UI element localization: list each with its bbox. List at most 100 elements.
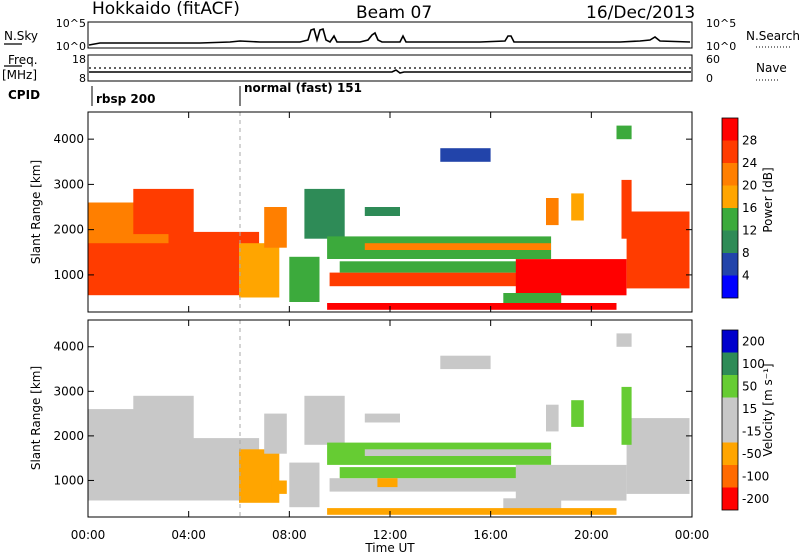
velocity-colorbar-level-6: 100 — [742, 357, 765, 371]
nsearch-tick-top: 10^5 — [706, 17, 736, 30]
velocity-region-15 — [571, 400, 584, 427]
nsky-trace — [88, 27, 691, 46]
power-region-16 — [364, 207, 400, 216]
velocity-panel: 1000 2000 3000 4000 Slant Range [km] — [29, 319, 693, 518]
freq-tick-top: 18 — [72, 53, 86, 66]
nsky-label: N.Sky — [4, 29, 38, 43]
velocity-colorbar-level-2: -50 — [742, 447, 762, 461]
freq-strip: Freq. [MHz] 18 8 60 0 Nave — [2, 53, 787, 85]
power-colorbar-swatch-0 — [722, 275, 738, 298]
velocity-colorbar-swatch-2 — [722, 442, 738, 465]
station-title: Hokkaido (fitACF) — [92, 0, 240, 19]
velocity-colorbar-swatch-6 — [722, 352, 738, 375]
velocity-colorbar-swatch-7 — [722, 330, 738, 353]
power-colorbar-level-0: 4 — [742, 269, 750, 283]
velocity-region-6 — [304, 395, 345, 445]
velocity-region-14 — [546, 404, 559, 432]
velocity-region-18 — [626, 418, 690, 494]
nave-label: Nave — [756, 61, 787, 75]
power-colorbar-level-5: 24 — [742, 156, 757, 170]
velocity-colorbar-swatch-5 — [722, 375, 738, 398]
power-region-19 — [621, 179, 632, 239]
power-colorbar-level-2: 12 — [742, 224, 757, 238]
velocity-colorbar: Velocity [m s⁻¹] -200 -100 -50 -15 15 50 100 20… — [721, 329, 775, 511]
power-region-2 — [133, 188, 194, 235]
velocity-ytick-label-2: 3000 — [53, 384, 84, 398]
beam-title: Beam 07 — [356, 3, 432, 23]
velocity-colorbar-level-0: -200 — [742, 492, 769, 506]
power-colorbar-frame — [721, 117, 739, 299]
velocity-region-8 — [364, 449, 551, 456]
velocity-cells — [88, 333, 690, 515]
power-ytick-label-1: 2000 — [53, 223, 84, 237]
nsearch-label: N.Search — [746, 29, 800, 43]
xtick-label-2: 08:00 — [272, 528, 307, 542]
xtick-label-5: 20:00 — [574, 528, 609, 542]
power-cells — [88, 125, 690, 310]
velocity-ytick-label-0: 1000 — [53, 473, 84, 487]
velocity-region-16 — [364, 413, 400, 423]
power-ytick-label-2: 3000 — [53, 177, 84, 191]
freq-label-bottom: [MHz] — [2, 68, 37, 82]
velocity-colorbar-level-4: 15 — [742, 402, 757, 416]
power-region-11 — [515, 259, 627, 296]
x-axis-ticks: 00:00 04:00 08:00 12:00 16:00 20:00 00:00 — [71, 112, 710, 542]
nsearch-tick-bottom: 10^0 — [706, 40, 736, 53]
velocity-colorbar-level-1: -100 — [742, 469, 769, 483]
velocity-region-5 — [289, 462, 320, 508]
velocity-colorbar-swatch-4 — [722, 397, 738, 420]
xtick-label-0: 00:00 — [71, 528, 106, 542]
velocity-region-19 — [621, 386, 632, 445]
velocity-region-11 — [515, 464, 627, 501]
velocity-ytick-label-3: 4000 — [53, 340, 84, 354]
power-region-18 — [626, 211, 690, 289]
power-colorbar-swatch-5 — [722, 163, 738, 186]
velocity-colorbar-swatch-1 — [722, 465, 738, 488]
power-region-4 — [264, 207, 287, 248]
freq-label-top: Freq. — [8, 53, 38, 67]
velocity-region-21 — [377, 478, 398, 488]
velocity-colorbar-frame — [721, 329, 739, 511]
velocity-ylabel: Slant Range [km] — [29, 366, 43, 470]
power-colorbar-swatch-4 — [722, 185, 738, 208]
power-region-15 — [571, 193, 584, 221]
velocity-region-4 — [264, 413, 287, 454]
power-colorbar-swatch-6 — [722, 140, 738, 163]
velocity-colorbar-swatch-3 — [722, 420, 738, 443]
power-region-10 — [339, 261, 541, 273]
power-colorbar: Power [dB] 4 8 12 16 20 24 28 — [721, 117, 775, 299]
velocity-colorbar-level-3: -15 — [742, 424, 762, 438]
power-colorbar-label: Power [dB] — [761, 167, 775, 232]
velocity-region-2 — [133, 395, 194, 441]
power-region-14 — [546, 198, 559, 226]
date-title: 16/Dec/2013 — [586, 3, 695, 23]
cpid-label: CPID — [8, 88, 40, 102]
power-region-3 — [239, 243, 280, 298]
power-colorbar-level-3: 16 — [742, 201, 757, 215]
power-region-13 — [327, 303, 617, 310]
power-colorbar-level-4: 20 — [742, 179, 757, 193]
velocity-y-ticks: 1000 2000 3000 4000 — [53, 340, 692, 487]
cpid-strip: CPID rbsp 200 normal (fast) 151 — [8, 81, 362, 106]
power-region-6 — [304, 188, 345, 239]
power-colorbar-level-1: 8 — [742, 246, 750, 260]
xtick-label-6: 00:00 — [675, 528, 710, 542]
velocity-colorbar-level-5: 50 — [742, 379, 757, 393]
xtick-label-4: 16:00 — [473, 528, 508, 542]
power-ytick-label-3: 4000 — [53, 132, 84, 146]
velocity-colorbar-swatch-0 — [722, 487, 738, 510]
x-axis-label: Time UT — [364, 541, 415, 554]
xtick-label-1: 04:00 — [171, 528, 206, 542]
power-region-5 — [289, 256, 320, 302]
cpid-mode-1: normal (fast) 151 — [244, 81, 362, 95]
velocity-ytick-label-1: 2000 — [53, 429, 84, 443]
power-colorbar-level-6: 28 — [742, 134, 757, 148]
nsky-strip: N.Sky 10^5 10^0 N.Search 10^5 10^0 — [4, 17, 800, 53]
power-ylabel: Slant Range [km] — [29, 160, 43, 264]
power-ytick-label-0: 1000 — [53, 268, 84, 282]
velocity-region-22 — [271, 480, 287, 494]
xtick-label-3: 12:00 — [373, 528, 408, 542]
power-colorbar-swatch-1 — [722, 253, 738, 276]
power-colorbar-swatch-2 — [722, 230, 738, 253]
